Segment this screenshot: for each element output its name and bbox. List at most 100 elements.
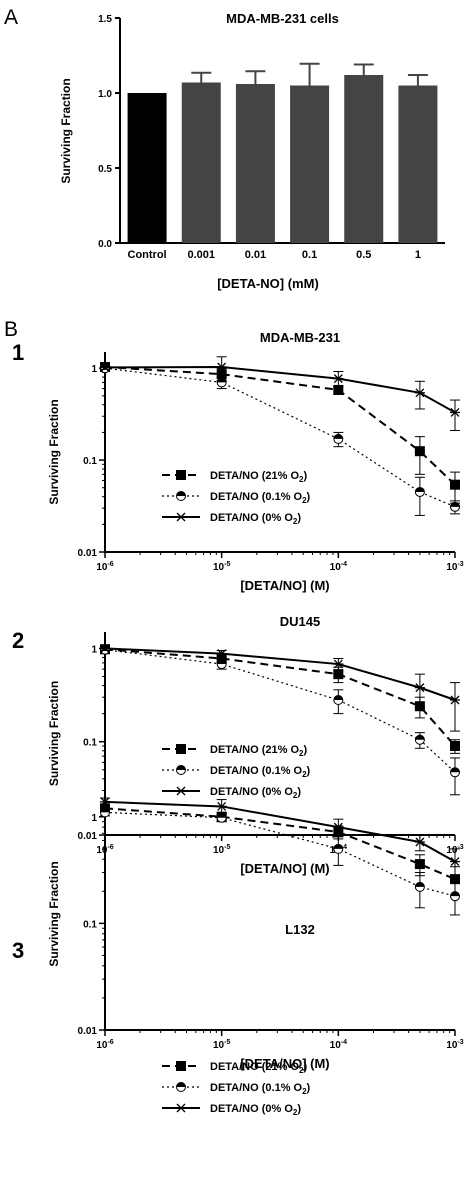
star-marker [415,388,425,398]
panel-b-label: B [4,318,18,341]
y-tick-label: 0.5 [98,164,112,175]
star-marker [176,512,186,522]
x-axis-label: [DETA/NO] (M) [240,1056,329,1071]
bar [181,82,221,243]
square-marker [176,470,186,480]
y-tick-label: 1.0 [98,89,112,100]
circle-marker-fill [333,695,343,700]
subpanel-1-label: 1 [12,340,24,365]
star-marker [176,786,186,796]
star-marker [415,683,425,693]
star-marker [100,643,110,653]
circle-marker-fill [415,487,425,492]
y-tick-label: 1 [91,813,97,824]
y-tick-label: 0.01 [78,548,98,559]
legend-label: DETA/NO (0.1% O2) [210,1082,311,1096]
y-tick-label: 1.5 [98,14,112,25]
y-tick-label: 0.1 [83,919,97,930]
x-tick-label: 10-3 [446,561,463,573]
x-tick-label: 10-4 [330,1039,347,1051]
x-tick-label: 10-4 [330,561,347,573]
y-tick-label: 0.1 [83,456,97,467]
legend-label: DETA/NO (21% O2) [210,470,307,484]
star-marker [176,1103,186,1113]
y-tick-label: 1 [91,644,97,655]
y-tick-label: 0.0 [98,239,112,250]
circle-marker-fill [333,844,343,849]
bar [127,93,167,243]
x-tick-label: 1 [415,249,421,261]
y-axis-label: Surviving Fraction [47,399,61,504]
star-marker [333,822,343,832]
star-marker [217,801,227,811]
star-marker [450,407,460,417]
circle-marker-fill [450,502,460,507]
panel-a-label: A [4,6,18,29]
chart-title: L132 [285,922,315,937]
series-line [104,366,456,486]
x-tick-label: 10-6 [96,561,113,573]
chart-title: MDA-MB-231 [260,330,340,345]
subpanel-2-label: 2 [12,628,24,653]
star-marker [450,857,460,867]
circle-marker-fill [415,882,425,887]
y-axis-label: Surviving Fraction [59,78,73,183]
circle-marker-fill [333,434,343,439]
circle-marker-fill [176,1082,186,1087]
legend-label: DETA/NO (0% O2) [210,1103,301,1117]
star-marker [450,695,460,705]
circle-marker-fill [176,765,186,770]
y-axis-label: Surviving Fraction [47,861,61,966]
star-marker [217,649,227,659]
x-tick-label: 0.01 [245,249,266,261]
square-marker [414,446,425,457]
series-line [104,366,456,414]
star-marker [217,362,227,372]
y-tick-label: 0.01 [78,831,98,842]
square-marker [176,744,186,754]
line-chart-3: 0.01 0.1 1 10-6 10-5 10-4 10-3 DETA/NO (21% O2)… [47,797,464,1117]
y-tick-label: 0.1 [83,738,97,749]
circle-marker-fill [450,891,460,897]
series-line [104,647,456,701]
y-axis-label: Surviving Fraction [47,681,61,786]
legend-label: DETA/NO (0% O2) [210,512,301,526]
x-tick-label: 10-5 [213,561,230,573]
square-marker [216,653,227,664]
star-marker [333,374,343,384]
square-marker [333,384,344,395]
legend-label: DETA/NO (0.1% O2) [210,491,311,505]
circle-marker-fill [100,807,110,813]
star-marker [100,797,110,807]
chart-title: MDA-MB-231 cells [226,11,339,26]
circle-marker-fill [450,767,460,773]
x-tick-label: 0.001 [187,249,215,261]
series-line [104,800,456,863]
x-tick-label: 10-6 [96,1039,113,1051]
square-marker [450,479,460,490]
bar [235,84,275,243]
x-tick-label: Control [128,249,167,261]
square-marker [176,1061,186,1071]
bar [398,85,438,243]
circle-marker-fill [176,491,186,496]
circle-marker-fill [415,735,425,740]
bar [290,85,330,243]
x-axis-label: [DETA-NO] (mM) [217,276,319,291]
x-tick-label: 0.5 [356,249,371,261]
legend-label: DETA/NO (0.1% O2) [210,765,311,779]
x-axis-label: [DETA/NO] (M) [240,861,329,876]
x-axis-label: [DETA/NO] (M) [240,578,329,593]
square-marker [333,669,344,680]
square-marker [450,740,460,751]
x-tick-label: 10-5 [213,1039,230,1051]
star-marker [415,837,425,847]
bar-chart-a: 0.0 0.5 1.0 1.5 Control 0.001 0.01 0.1 0.5 1 MDA-M… [59,11,445,291]
chart-title: DU145 [280,614,320,629]
legend-label: DETA/NO (0% O2) [210,786,301,800]
star-marker [100,362,110,372]
x-tick-label: 0.1 [302,249,317,261]
subpanel-3-label: 3 [12,938,24,963]
